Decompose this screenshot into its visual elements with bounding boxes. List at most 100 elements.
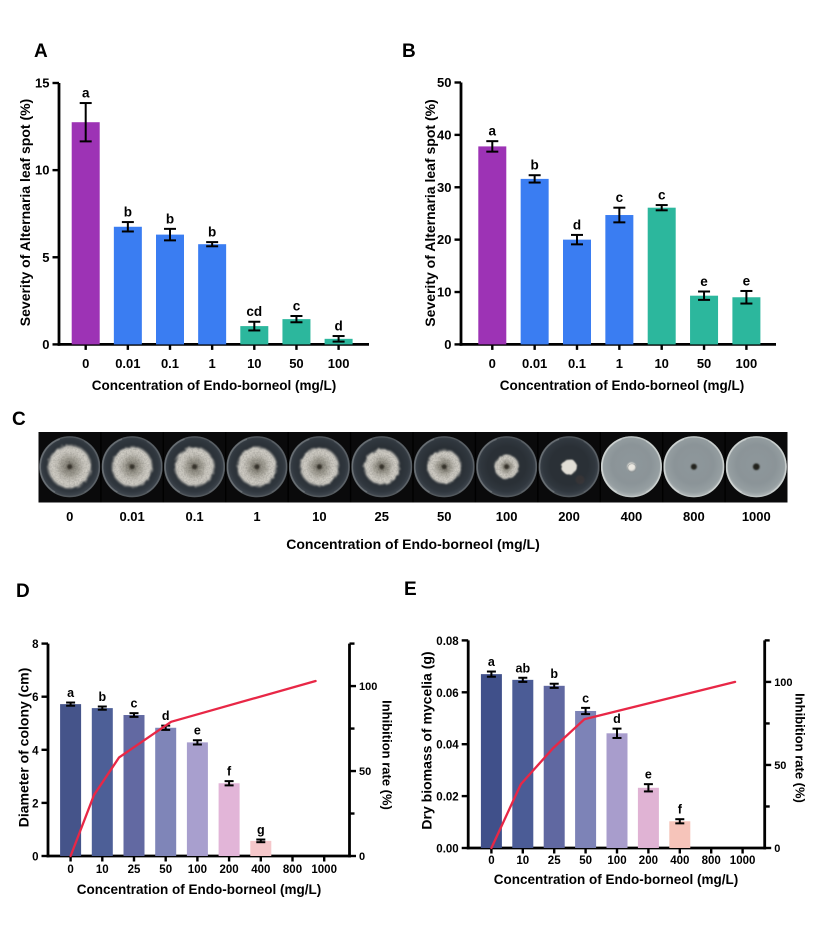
y-tick-label: 0.00: [436, 844, 458, 856]
significance-letter: b: [531, 158, 539, 173]
dish-concentration-label: 1000: [742, 509, 771, 524]
bar: [480, 674, 502, 848]
bar: [669, 821, 691, 848]
bar: [113, 226, 142, 345]
significance-letter: c: [616, 190, 624, 205]
dish-concentration-label: 1: [253, 509, 260, 524]
x-tick-label: 400: [670, 855, 689, 867]
petri-dish-photo: [600, 436, 662, 498]
bar: [155, 727, 177, 856]
x-tick-label: 10: [96, 864, 109, 876]
bar: [732, 297, 761, 345]
y-tick-label: 10: [35, 163, 49, 178]
x-tick-label: 1000: [730, 855, 756, 867]
y-tick-label: 8: [32, 639, 39, 651]
bar: [123, 715, 145, 856]
panel-b-letter: B: [402, 41, 416, 62]
y-tick-label: 0: [42, 337, 49, 352]
petri-dish-highlight: [601, 438, 622, 493]
petri-dish-highlight: [476, 438, 497, 493]
petri-dish-highlight: [414, 438, 435, 493]
x-tick-label: 25: [128, 864, 141, 876]
bar: [71, 122, 100, 345]
significance-letter: e: [645, 768, 652, 782]
significance-letter: c: [131, 697, 138, 711]
panel-c-photo-strip: 0 0.01 0.1 1 10 25 50 100 200 400 800 1000: [38, 432, 788, 524]
right-y-tick-label: 100: [359, 681, 377, 693]
bar: [543, 685, 565, 848]
significance-letter: c: [582, 691, 589, 705]
inoculum-plug: [192, 464, 197, 470]
y-tick-label: 0: [444, 337, 451, 352]
significance-letter: f: [678, 803, 683, 817]
significance-letter: a: [67, 686, 75, 700]
petri-dish-highlight: [458, 440, 475, 493]
panel-e-chart: 0.00 0.02 0.04 0.06 0.08 0 10 25 50 100 200 400 800 1…: [436, 636, 792, 867]
petri-dish-photo: [663, 436, 725, 498]
y-tick-label: 5: [42, 250, 49, 265]
panel-d-x-axis-title: Concentration of Endo-borneol (mg/L): [77, 882, 321, 897]
significance-letter: b: [124, 205, 132, 220]
x-tick-label: 100: [736, 356, 758, 371]
significance-letter: e: [194, 724, 201, 738]
bar: [282, 319, 311, 345]
dish-concentration-label: 0: [66, 509, 73, 524]
right-y-tick-label: 100: [774, 677, 792, 689]
y-tick-label: 6: [32, 692, 38, 704]
dish-concentration-label: 200: [558, 509, 580, 524]
bar: [690, 295, 719, 345]
y-tick-label: 0.02: [436, 792, 458, 804]
petri-dish-photo: [725, 436, 787, 498]
fungal-colony: [561, 459, 577, 475]
x-tick-label: 200: [220, 864, 239, 876]
inoculum-plug: [690, 463, 697, 470]
significance-letter: b: [98, 690, 106, 704]
bar: [605, 215, 634, 345]
significance-letter: a: [82, 86, 90, 101]
panel-a-y-axis-title: Severity of Alternaria leaf spot (%): [17, 99, 33, 326]
bar: [520, 178, 549, 345]
y-tick-label: 20: [437, 232, 451, 247]
panel-c-x-axis-title: Concentration of Endo-borneol (mg/L): [286, 536, 540, 552]
dish-concentration-label: 10: [312, 509, 326, 524]
significance-letter: d: [334, 319, 342, 334]
panel-b-y-axis-title: Severity of Alternaria leaf spot (%): [422, 99, 438, 326]
panel-d-chart: 0 2 4 6 8 0 10 25 50 100 200 400 800 1000 0 50 100 a b c d e f…: [32, 639, 377, 876]
y-tick-label: 4: [32, 745, 39, 757]
inhibition-rate-line: [69, 679, 317, 858]
petri-dish-photo: [413, 436, 475, 498]
petri-dish-highlight: [84, 440, 100, 493]
x-tick-label: 0.1: [568, 356, 586, 371]
petri-dish-highlight: [289, 438, 310, 493]
inoculum-plug: [67, 464, 73, 470]
significance-letter: b: [550, 667, 558, 681]
x-tick-label: 50: [697, 356, 711, 371]
petri-dish-highlight: [583, 440, 600, 493]
petri-dish-photo: [538, 436, 600, 498]
significance-letter: g: [257, 823, 265, 837]
y-tick-label: 0.04: [436, 740, 459, 752]
significance-letter: c: [293, 298, 301, 313]
y-tick-label: 40: [437, 127, 451, 142]
petri-dish-highlight: [770, 440, 787, 493]
x-tick-label: 0: [488, 855, 494, 867]
bar: [606, 733, 628, 848]
panel-c-letter: C: [12, 409, 26, 430]
inoculum-plug: [254, 464, 260, 470]
inoculum-plug: [504, 464, 510, 470]
y-tick-label: 10: [437, 285, 451, 300]
panel-d-letter: D: [16, 581, 30, 602]
petri-dish-highlight: [645, 440, 662, 493]
x-tick-label: 0.01: [115, 356, 140, 371]
significance-letter: d: [162, 709, 170, 723]
inoculum-plug: [441, 464, 447, 470]
significance-letter: d: [573, 217, 581, 232]
dish-concentration-label: 50: [437, 509, 451, 524]
x-tick-label: 400: [251, 864, 270, 876]
x-tick-label: 50: [159, 864, 172, 876]
petri-dish-highlight: [333, 440, 350, 493]
petri-dish-photo: [101, 436, 163, 498]
bar: [218, 783, 240, 856]
